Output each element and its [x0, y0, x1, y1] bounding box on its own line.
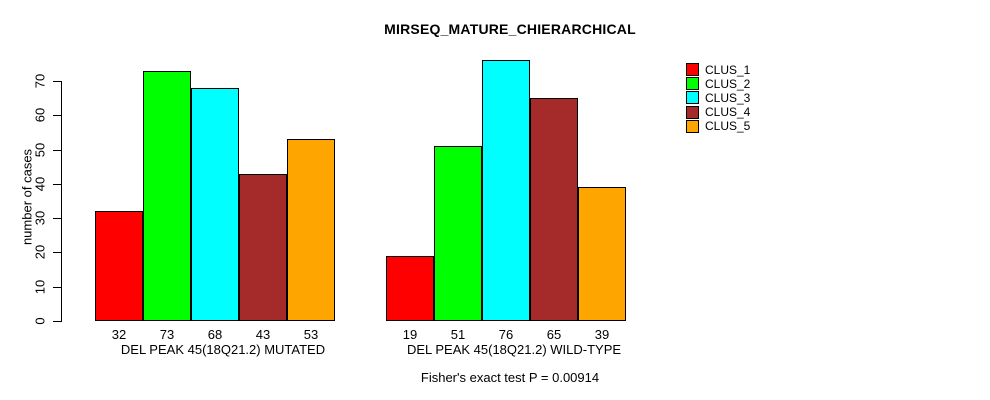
- y-tick: [53, 287, 61, 288]
- legend-item-clus_3: CLUS_3: [686, 90, 751, 105]
- y-tick-label: 30: [32, 210, 48, 226]
- bar-clus_4-group1: [239, 173, 287, 321]
- legend-label: CLUS_1: [705, 62, 751, 77]
- bar-value-label: 43: [255, 327, 271, 342]
- bar-clus_2-group1: [143, 70, 191, 321]
- annotation-text: Fisher's exact test P = 0.00914: [420, 370, 600, 385]
- legend-swatch-clus_3: [686, 91, 699, 105]
- bar-value-label: 68: [207, 327, 223, 342]
- legend-label: CLUS_3: [705, 90, 751, 105]
- y-tick-label: 40: [32, 176, 48, 192]
- legend-swatch-clus_2: [686, 77, 699, 91]
- bar-clus_3-group2: [482, 60, 530, 321]
- y-tick-label: 50: [32, 142, 48, 158]
- y-tick: [53, 321, 61, 322]
- group-axis-label: DEL PEAK 45(18Q21.2) MUTATED: [120, 342, 326, 357]
- legend-item-clus_1: CLUS_1: [686, 62, 751, 77]
- legend-swatch-clus_4: [686, 105, 699, 119]
- legend-item-clus_2: CLUS_2: [686, 76, 751, 91]
- y-axis-label: number of cases: [19, 148, 35, 246]
- bar-clus_2-group2: [434, 146, 482, 321]
- chart-title: MIRSEQ_MATURE_CHIERARCHICAL: [384, 21, 636, 37]
- bar-clus_1-group1: [95, 211, 143, 321]
- bar-value-label: 65: [546, 327, 562, 342]
- bar-value-label: 32: [111, 327, 127, 342]
- y-tick-label: 70: [32, 73, 48, 89]
- bar-value-label: 39: [594, 327, 610, 342]
- legend-label: CLUS_4: [705, 105, 751, 120]
- legend-swatch-clus_1: [686, 63, 699, 76]
- bar-value-label: 53: [303, 327, 319, 342]
- y-tick: [53, 252, 61, 253]
- y-tick: [53, 115, 61, 116]
- bar-clus_1-group2: [386, 255, 434, 321]
- legend-item-clus_5: CLUS_5: [686, 119, 751, 134]
- bar-clus_4-group2: [530, 98, 578, 321]
- bar-value-label: 73: [159, 327, 175, 342]
- y-tick: [53, 81, 61, 82]
- legend-swatch-clus_5: [686, 119, 699, 133]
- y-tick-label: 0: [32, 317, 48, 325]
- bar-clus_5-group2: [578, 187, 626, 321]
- y-tick: [53, 218, 61, 219]
- legend-label: CLUS_2: [705, 76, 751, 91]
- bar-value-label: 51: [450, 327, 466, 342]
- group-axis-label: DEL PEAK 45(18Q21.2) WILD-TYPE: [406, 342, 622, 357]
- y-tick-label: 20: [32, 244, 48, 260]
- bar-value-label: 19: [402, 327, 418, 342]
- y-tick-label: 60: [32, 107, 48, 123]
- legend-label: CLUS_5: [705, 119, 751, 134]
- bar-value-label: 76: [498, 327, 514, 342]
- bar-clus_3-group1: [191, 87, 239, 321]
- bar-clus_5-group1: [287, 139, 335, 321]
- y-tick: [53, 150, 61, 151]
- y-tick: [53, 184, 61, 185]
- y-axis-line: [61, 81, 62, 322]
- legend-item-clus_4: CLUS_4: [686, 105, 751, 120]
- y-tick-label: 10: [32, 279, 48, 295]
